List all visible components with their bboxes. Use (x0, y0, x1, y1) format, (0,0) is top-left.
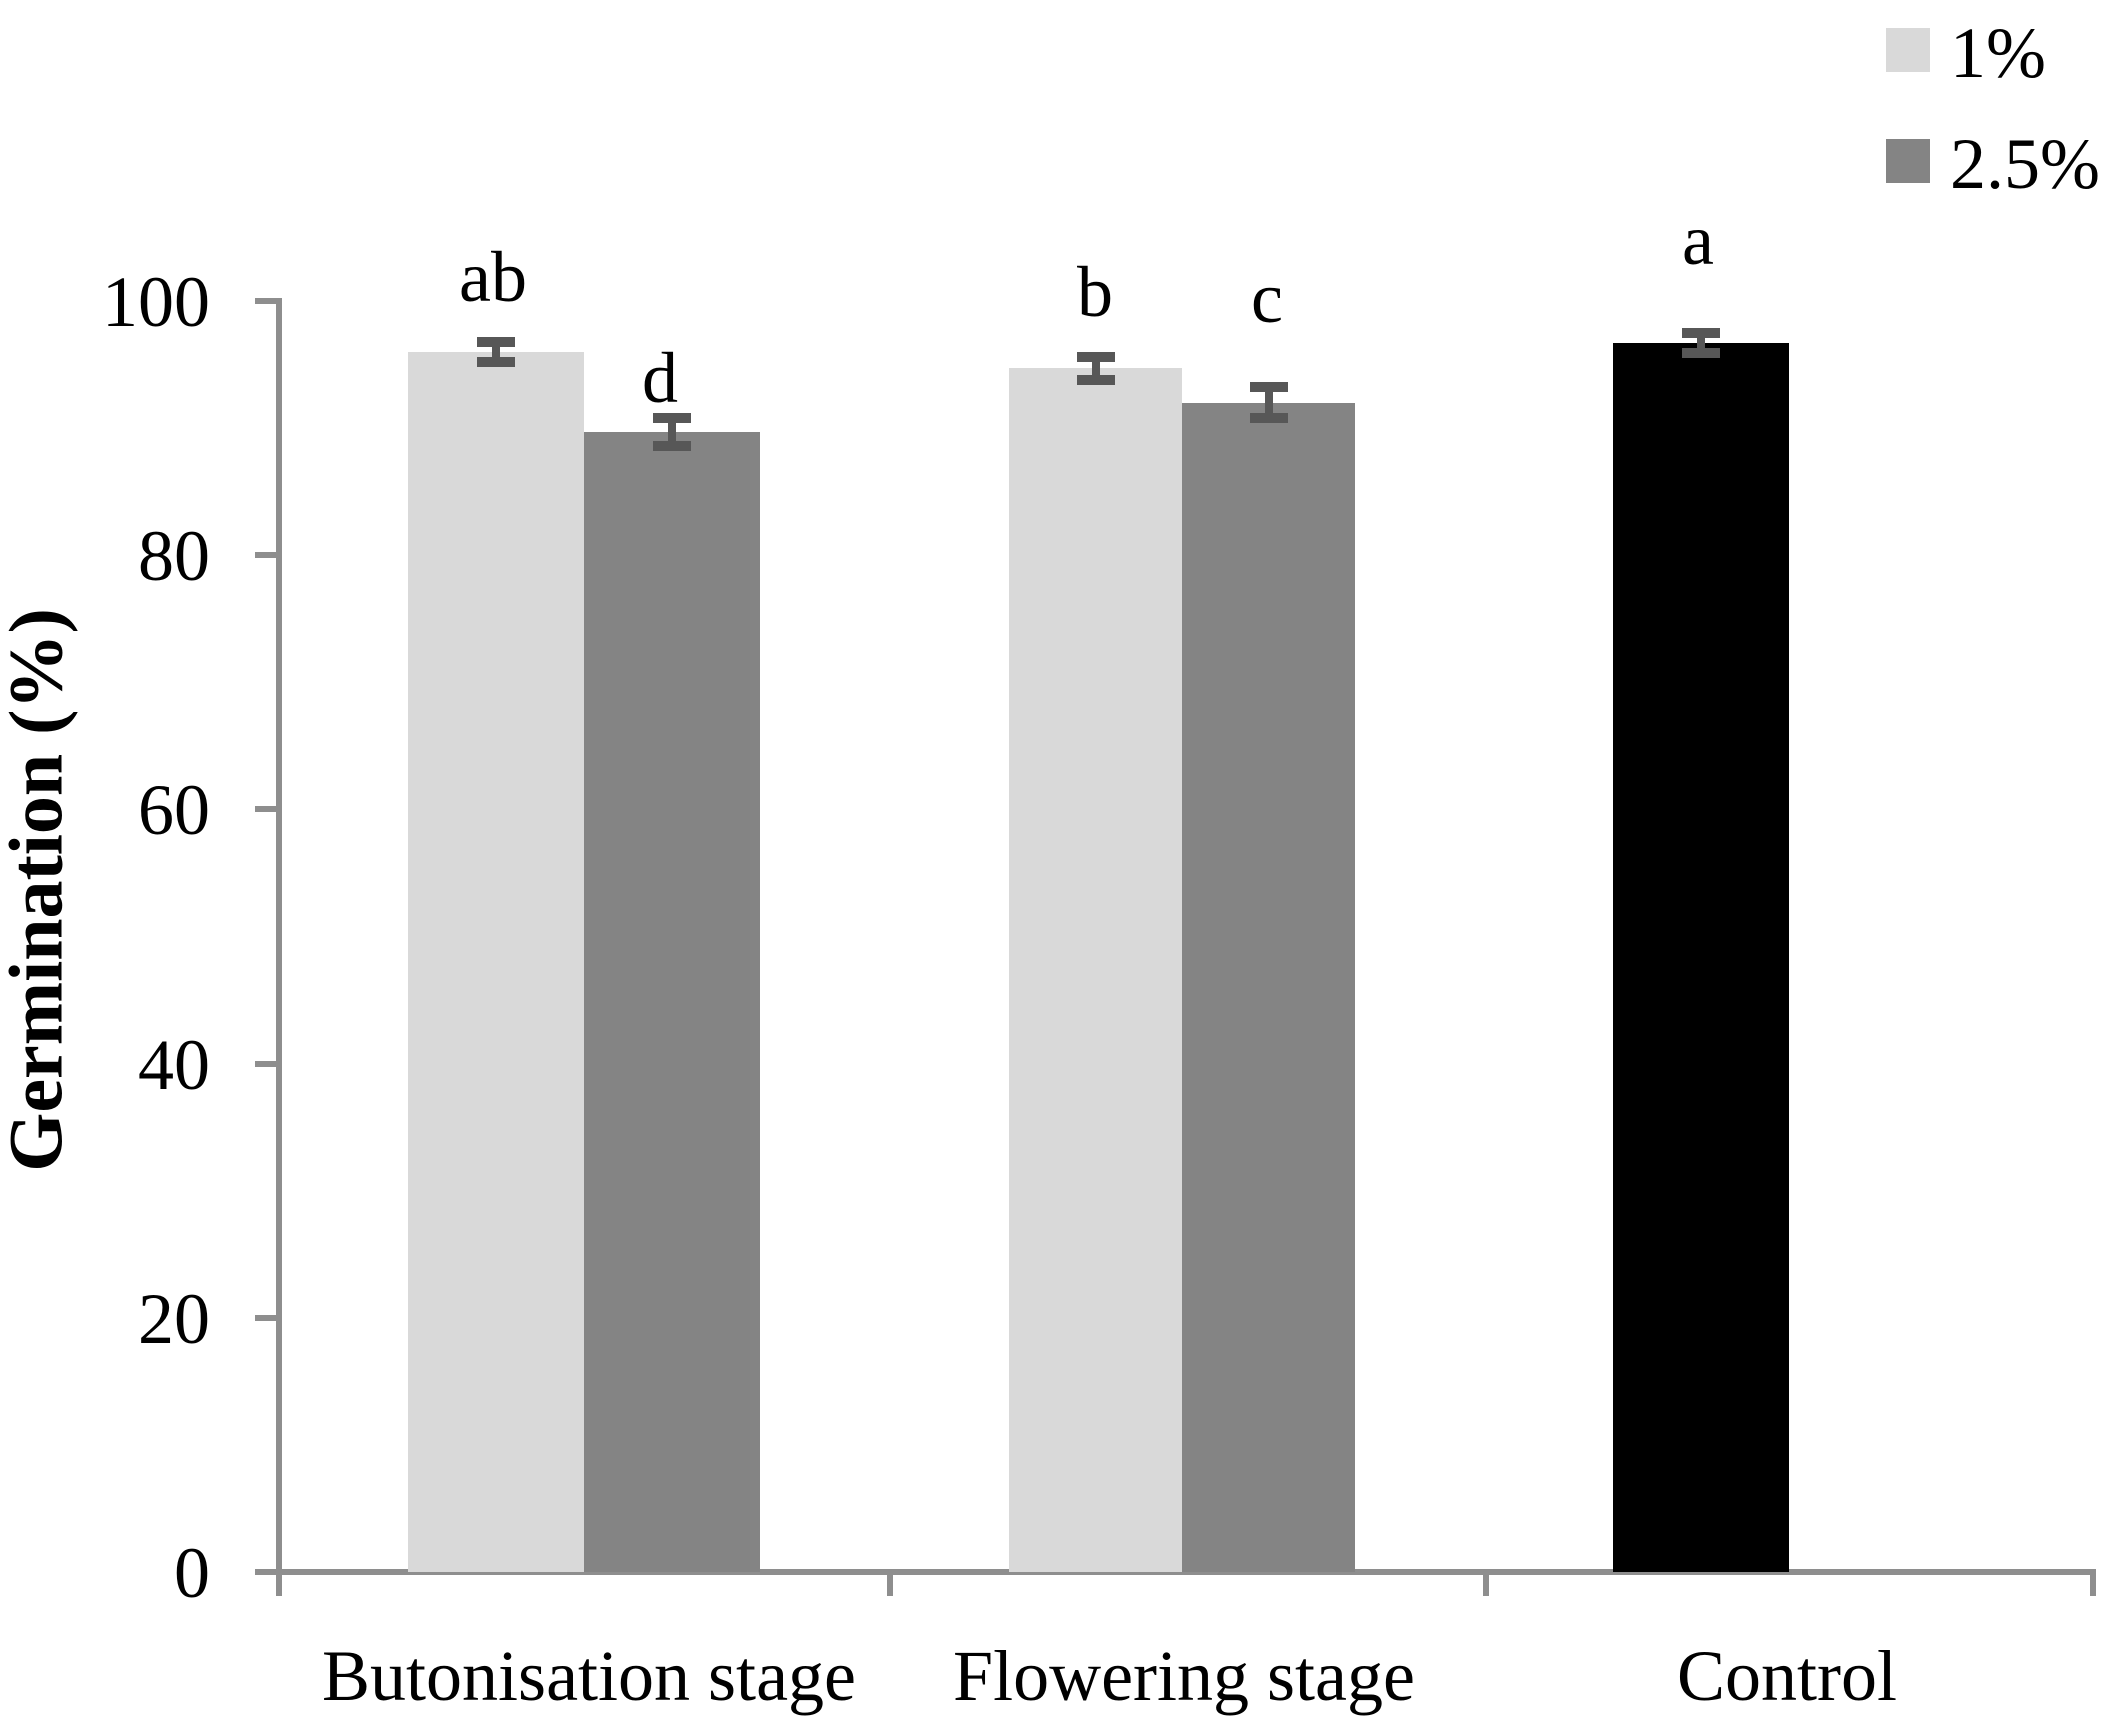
x-axis-line (255, 1569, 2096, 1575)
error-bar-bottom-cap (653, 441, 691, 451)
significance-letter: c (1251, 258, 1283, 338)
bar (1613, 343, 1789, 1572)
y-axis-tick (255, 1315, 279, 1321)
bar (408, 352, 584, 1572)
error-bar-line (492, 342, 500, 362)
significance-letter: b (1077, 252, 1113, 332)
error-bar-line (1265, 387, 1273, 418)
y-tick-label: 60 (138, 770, 210, 850)
bar (1182, 403, 1355, 1572)
significance-letter: a (1682, 200, 1714, 280)
error-bar-bottom-cap (1077, 375, 1115, 385)
error-bar-top-cap (1077, 352, 1115, 362)
bar (584, 432, 760, 1572)
error-bar-top-cap (1682, 328, 1720, 338)
significance-letter: d (642, 338, 678, 418)
y-axis-title: Germination (%) (0, 608, 79, 1172)
y-axis-tick (255, 1061, 279, 1067)
error-bar-top-cap (653, 413, 691, 423)
y-axis-tick (255, 1569, 279, 1575)
x-axis-tick (887, 1572, 893, 1596)
x-axis-tick (2090, 1572, 2096, 1596)
y-tick-label: 20 (138, 1279, 210, 1359)
error-bar-bottom-cap (477, 357, 515, 367)
error-bar-bottom-cap (1682, 348, 1720, 358)
legend-swatch (1886, 139, 1930, 183)
significance-letter: ab (459, 237, 527, 317)
y-axis-tick (255, 298, 279, 304)
y-axis-line (276, 298, 282, 1595)
y-axis-tick (255, 806, 279, 812)
x-axis-tick (276, 1572, 282, 1596)
y-axis-tick (255, 552, 279, 558)
error-bar-line (668, 418, 676, 446)
legend-swatch (1886, 28, 1930, 72)
y-tick-label: 0 (174, 1533, 210, 1613)
y-tick-label: 80 (138, 516, 210, 596)
legend-label: 1% (1950, 13, 2046, 93)
legend-label: 2.5% (1950, 124, 2100, 204)
y-tick-label: 100 (102, 262, 210, 342)
x-category-label: Butonisation stage (322, 1636, 856, 1716)
bar (1009, 368, 1182, 1572)
error-bar-top-cap (1250, 382, 1288, 392)
x-axis-tick (1483, 1572, 1489, 1596)
y-tick-label: 40 (138, 1025, 210, 1105)
error-bar-top-cap (477, 337, 515, 347)
error-bar-line (1697, 333, 1705, 353)
error-bar-line (1092, 357, 1100, 380)
error-bar-bottom-cap (1250, 413, 1288, 423)
x-category-label: Control (1676, 1636, 1898, 1716)
x-category-label: Flowering stage (953, 1636, 1415, 1716)
